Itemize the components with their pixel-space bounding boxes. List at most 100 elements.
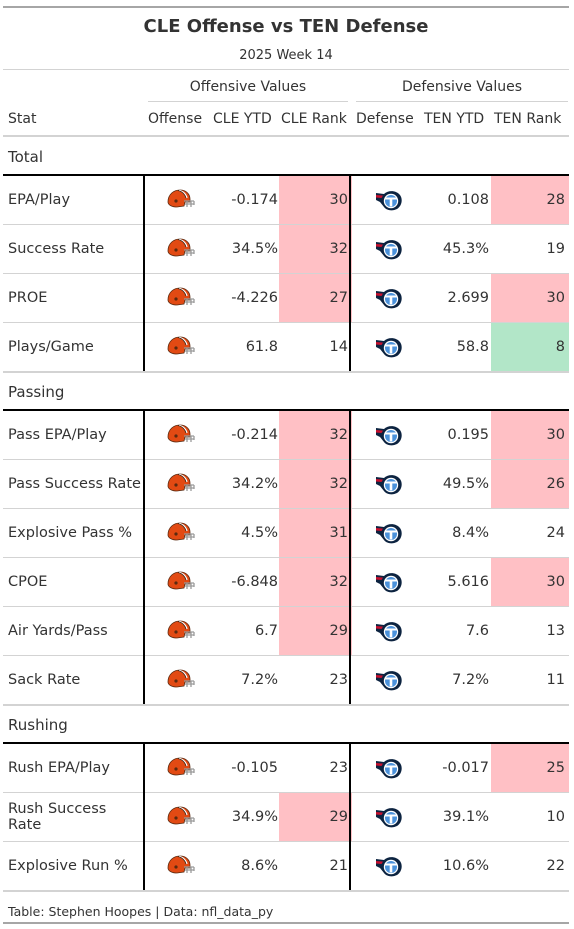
titans-logo-icon bbox=[375, 808, 402, 828]
defense-logo bbox=[352, 656, 425, 704]
browns-helmet-icon bbox=[167, 522, 195, 541]
ten-ytd-value: 5.616 bbox=[447, 574, 489, 590]
row-group-divider bbox=[3, 409, 569, 411]
ten-ytd-value: -0.017 bbox=[442, 760, 489, 776]
cle-rank-value: 14 bbox=[329, 339, 348, 355]
defensive-spanner-rule bbox=[356, 101, 568, 102]
column-header-ten-ytd: TEN YTD bbox=[424, 111, 485, 127]
cle-ytd-value: -0.174 bbox=[231, 192, 278, 208]
header-divider bbox=[3, 69, 569, 70]
table-bottom-border bbox=[3, 922, 569, 924]
cle-rank-value: 29 bbox=[279, 793, 352, 841]
table-row: Rush EPA/Play -0.105 23 -0.017 25 bbox=[3, 744, 569, 793]
table-row: Air Yards/Pass 6.7 29 7.6 13 bbox=[3, 607, 569, 656]
row-divider bbox=[3, 322, 569, 323]
cle-rank-value: 21 bbox=[329, 858, 348, 874]
row-divider bbox=[3, 371, 569, 373]
browns-helmet-icon bbox=[167, 806, 195, 825]
column-header-cle-ytd: CLE YTD bbox=[213, 111, 272, 127]
ten-rank-value: 25 bbox=[491, 744, 569, 792]
ten-ytd-value: 7.2% bbox=[452, 672, 489, 688]
defense-logo bbox=[352, 744, 425, 792]
ten-ytd-value: 2.699 bbox=[447, 290, 489, 306]
offense-logo bbox=[145, 656, 215, 704]
cle-ytd-value: -0.105 bbox=[231, 760, 278, 776]
cle-rank-value: 23 bbox=[329, 672, 348, 688]
defense-logo bbox=[352, 411, 425, 459]
cle-ytd-value: 34.2% bbox=[231, 476, 278, 492]
table-row: Sack Rate 7.2% 23 7.2% 11 bbox=[3, 656, 569, 705]
row-group-label: Rushing bbox=[8, 716, 68, 734]
stat-name: Explosive Run % bbox=[8, 858, 128, 874]
ten-rank-value: 26 bbox=[491, 460, 569, 508]
offense-logo bbox=[145, 793, 215, 841]
column-separator bbox=[143, 411, 145, 704]
stat-name: Pass EPA/Play bbox=[8, 427, 107, 443]
offensive-values-spanner: Offensive Values bbox=[189, 79, 307, 95]
cle-ytd-value: 6.7 bbox=[254, 623, 278, 639]
table-row: Rush Success Rate 34.9% 29 39.1% 10 bbox=[3, 793, 569, 842]
cle-ytd-value: -4.226 bbox=[231, 290, 278, 306]
cle-rank-value: 31 bbox=[279, 509, 352, 557]
browns-helmet-icon bbox=[167, 473, 195, 492]
column-separator bbox=[143, 744, 145, 890]
defense-logo bbox=[352, 225, 425, 273]
table-row: Plays/Game 61.8 14 58.8 8 bbox=[3, 323, 569, 372]
browns-helmet-icon bbox=[167, 620, 195, 639]
stat-name: Air Yards/Pass bbox=[8, 623, 108, 639]
browns-helmet-icon bbox=[167, 757, 195, 776]
ten-ytd-value: 7.6 bbox=[465, 623, 489, 639]
column-separator bbox=[349, 744, 351, 890]
browns-helmet-icon bbox=[167, 571, 195, 590]
column-separator bbox=[349, 411, 351, 704]
cle-rank-value: 23 bbox=[329, 760, 348, 776]
stat-name: Success Rate bbox=[8, 241, 105, 257]
cle-ytd-value: 34.5% bbox=[231, 241, 278, 257]
cle-ytd-value: 7.2% bbox=[241, 672, 278, 688]
table-row: EPA/Play -0.174 30 0.108 28 bbox=[3, 176, 569, 225]
row-divider bbox=[3, 704, 569, 706]
browns-helmet-icon bbox=[167, 238, 195, 257]
column-header-stat: Stat bbox=[8, 111, 37, 127]
browns-helmet-icon bbox=[167, 189, 195, 208]
titans-logo-icon bbox=[375, 338, 402, 358]
browns-helmet-icon bbox=[167, 336, 195, 355]
row-divider bbox=[3, 273, 569, 274]
titans-logo-icon bbox=[375, 671, 402, 691]
column-header-divider bbox=[3, 135, 569, 137]
cle-rank-value: 32 bbox=[279, 558, 352, 606]
defense-logo bbox=[352, 509, 425, 557]
defense-logo bbox=[352, 176, 425, 224]
titans-logo-icon bbox=[375, 289, 402, 309]
stat-name: EPA/Play bbox=[8, 192, 71, 208]
row-divider bbox=[3, 890, 569, 892]
defensive-values-spanner: Defensive Values bbox=[401, 79, 523, 95]
defense-logo bbox=[352, 842, 425, 890]
offense-logo bbox=[145, 274, 215, 322]
offense-logo bbox=[145, 225, 215, 273]
table-title: CLE Offense vs TEN Defense bbox=[143, 16, 429, 37]
table-subtitle: 2025 Week 14 bbox=[239, 48, 333, 63]
cle-ytd-value: 4.5% bbox=[241, 525, 278, 541]
defense-logo bbox=[352, 323, 425, 371]
titans-logo-icon bbox=[375, 475, 402, 495]
offense-logo bbox=[145, 558, 215, 606]
row-divider bbox=[3, 224, 569, 225]
titans-logo-icon bbox=[375, 857, 402, 877]
ten-ytd-value: 0.108 bbox=[447, 192, 489, 208]
table-row: Explosive Run % 8.6% 21 10.6% 22 bbox=[3, 842, 569, 891]
offense-logo bbox=[145, 460, 215, 508]
offense-logo bbox=[145, 744, 215, 792]
row-group-divider bbox=[3, 174, 569, 176]
table-row: Success Rate 34.5% 32 45.3% 19 bbox=[3, 225, 569, 274]
titans-logo-icon bbox=[375, 759, 402, 779]
row-divider bbox=[3, 841, 569, 842]
titans-logo-icon bbox=[375, 622, 402, 642]
stat-name: CPOE bbox=[8, 574, 48, 590]
cle-ytd-value: 8.6% bbox=[241, 858, 278, 874]
offense-logo bbox=[145, 509, 215, 557]
offense-logo bbox=[145, 842, 215, 890]
table-row: Pass Success Rate 34.2% 32 49.5% 26 bbox=[3, 460, 569, 509]
ten-rank-value: 11 bbox=[546, 672, 565, 688]
